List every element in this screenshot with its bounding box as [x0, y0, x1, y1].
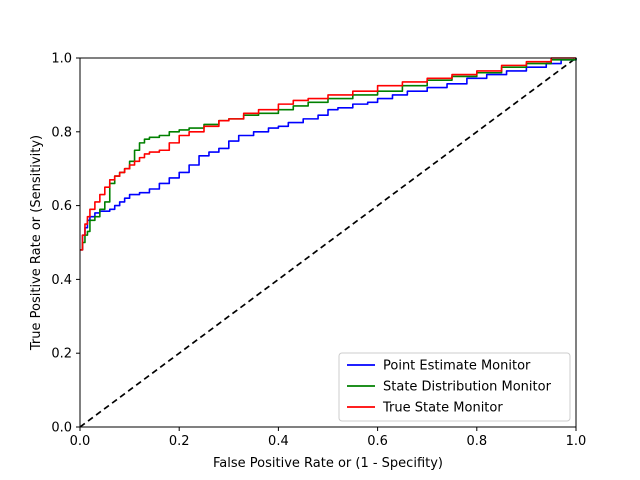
- x-tick-label: 0.4: [268, 434, 289, 449]
- x-axis-label: False Positive Rate or (1 - Specifity): [213, 456, 443, 471]
- legend: Point Estimate Monitor State Distribution…: [338, 352, 571, 422]
- series-line-2: [80, 58, 577, 251]
- y-axis-label: True Positive Rate or (Sensitivity): [29, 135, 44, 351]
- series-line-3: [80, 57, 576, 251]
- y-tick-label: 0.4: [51, 273, 72, 288]
- legend-label-1: Point Estimate Monitor: [383, 359, 531, 374]
- series-line-1: [80, 58, 577, 251]
- y-tick-label: 1.0: [51, 52, 72, 67]
- x-tick-label: 0.8: [466, 434, 487, 449]
- x-tick-label: 1.0: [566, 434, 587, 449]
- plot-area: [79, 57, 577, 428]
- y-tick-label: 0.2: [51, 347, 72, 362]
- legend-box: [338, 352, 571, 422]
- y-tick-label: 0.0: [51, 421, 72, 436]
- axes: 0.0 0.2 0.4 0.6 0.8 1.0 0.0 0.2 0.4 0.6 0.8 1.0 Fals…: [29, 52, 586, 472]
- y-tick-label: 0.8: [51, 125, 72, 140]
- legend-label-2: State Distribution Monitor: [383, 380, 552, 395]
- y-tick-label: 0.6: [51, 199, 72, 214]
- reference-diagonal-line: [79, 57, 577, 428]
- x-tick-label: 0.2: [169, 434, 190, 449]
- x-tick-label: 0.0: [70, 434, 91, 449]
- x-tick-label: 0.6: [367, 434, 388, 449]
- legend-label-3: True State Monitor: [382, 401, 503, 416]
- axes-frame: [79, 57, 577, 428]
